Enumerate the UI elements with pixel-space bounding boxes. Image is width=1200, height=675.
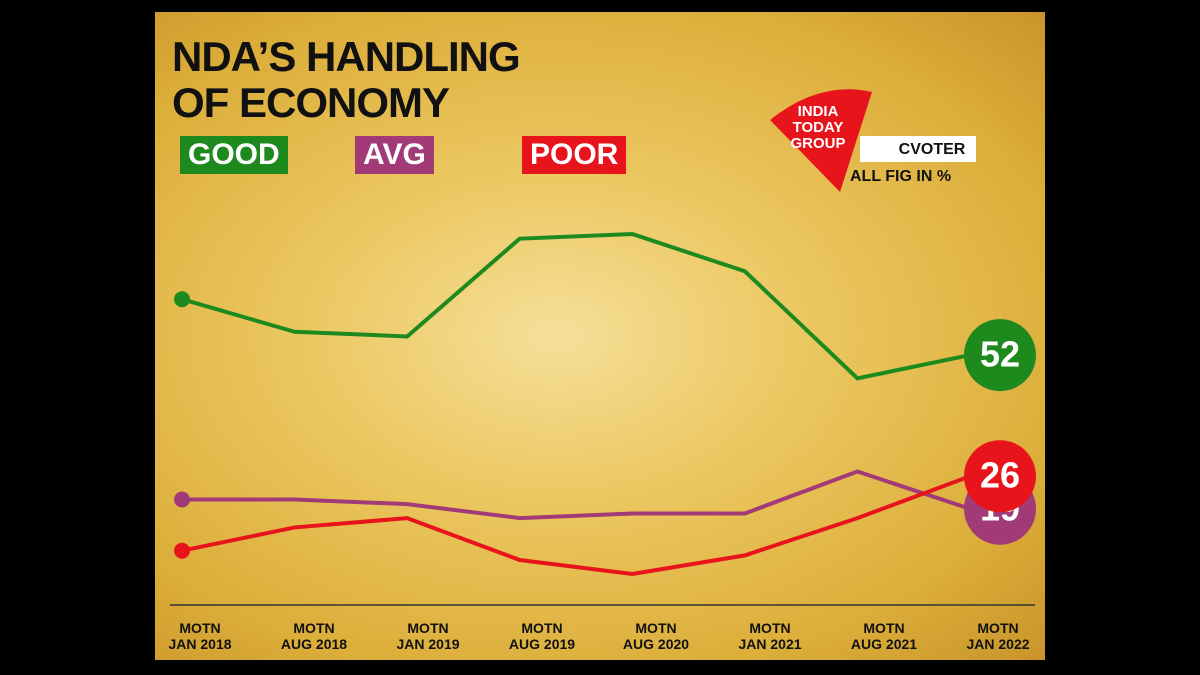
end-badge: [964, 440, 1036, 513]
start-dot: [174, 491, 190, 508]
chart-title: NDA’S HANDLING OF ECONOMY: [172, 33, 521, 126]
x-tick-label: MOTN JAN 2022: [966, 620, 1030, 652]
legend-item: POOR: [522, 136, 627, 174]
x-tick-label: MOTN JAN 2021: [738, 620, 802, 652]
logo-text: INDIA TODAY GROUP: [790, 103, 845, 152]
end-value-label: 26: [980, 455, 1020, 496]
x-tick-label: MOTN AUG 2019: [508, 620, 576, 652]
x-tick-label: MOTN JAN 2018: [168, 620, 232, 652]
end-badge: [964, 319, 1036, 392]
unit-note: ALL FIG IN %: [850, 168, 952, 185]
x-tick-label: MOTN AUG 2020: [622, 620, 690, 652]
end-value-label: 52: [980, 334, 1020, 375]
series-line: [182, 469, 971, 521]
series-line: [181, 474, 971, 577]
x-tick-label: MOTN AUG 2018: [280, 620, 348, 652]
x-tick-label: MOTN JAN 2019: [396, 620, 460, 652]
partner-name: CVOTER: [899, 141, 966, 158]
start-dot: [174, 291, 190, 308]
legend-item: AVG: [355, 136, 434, 174]
x-tick-label: MOTN AUG 2021: [850, 620, 918, 652]
logo-shape: [770, 89, 872, 192]
series-line: [181, 231, 971, 381]
legend-item: GOOD: [180, 136, 288, 174]
chart-panel: [155, 12, 1045, 660]
partner-box: [860, 136, 976, 162]
start-dot: [174, 542, 190, 559]
